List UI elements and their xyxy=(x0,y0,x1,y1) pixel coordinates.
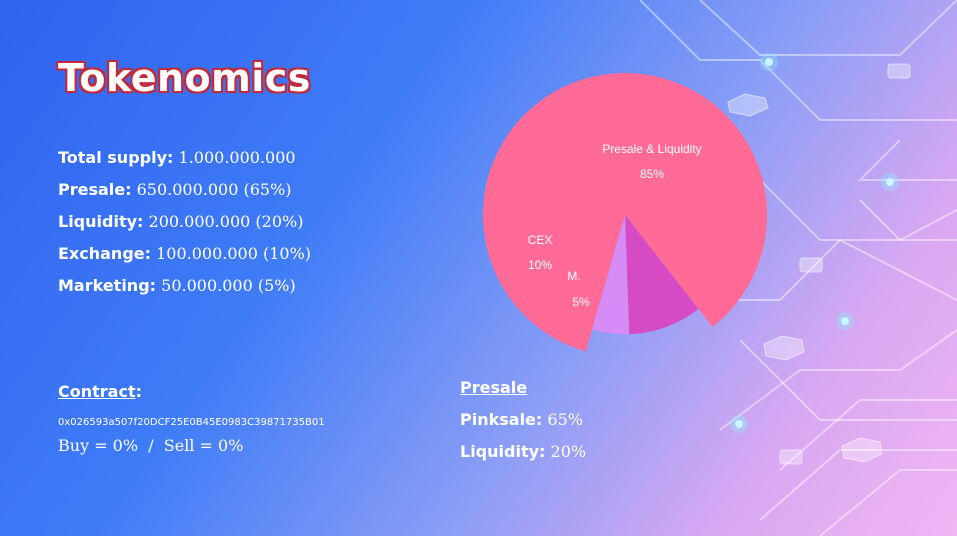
tax-info: Buy = 0% / Sell = 0% xyxy=(58,436,244,455)
pie-slice-presale-liquidity xyxy=(483,73,767,352)
slice-label-marketing: M. xyxy=(567,269,580,283)
presale-row-value: 20% xyxy=(550,442,587,461)
pie-slices xyxy=(483,73,767,352)
stat-liquidity: Liquidity: 200.000.000 (20%) xyxy=(58,210,311,242)
presale-heading: Presale xyxy=(460,378,528,397)
contract-section: Contract: 0x026593a507f20DCF25E0B45E0983… xyxy=(58,382,325,455)
stat-value: 650.000.000 (65%) xyxy=(136,180,292,199)
contract-address[interactable]: 0x026593a507f20DCF25E0B45E0983C39871735B… xyxy=(58,417,325,428)
stat-value: 200.000.000 (20%) xyxy=(148,212,304,231)
contract-label: Contract xyxy=(58,382,136,401)
slice-value-cex: 10% xyxy=(528,258,552,272)
slice-value-presale-liquidity: 85% xyxy=(640,167,664,181)
pie-labels: Presale & Liquidity 85% CEX 10% M. 5% xyxy=(528,142,702,309)
presale-section: Presale Pinksale: 65% Liquidity: 20% xyxy=(460,376,586,472)
stat-label: Presale: xyxy=(58,180,132,199)
stat-total-supply: Total supply: 1.000.000.000 xyxy=(58,146,311,178)
pie-slice-cex xyxy=(625,215,699,335)
slice-value-marketing: 5% xyxy=(572,295,590,309)
supply-stats: Total supply: 1.000.000.000 Presale: 650… xyxy=(58,146,311,306)
presale-row-pinksale: Pinksale: 65% xyxy=(460,408,586,440)
slice-label-cex: CEX xyxy=(528,233,553,247)
presale-row-label: Liquidity: xyxy=(460,442,546,461)
slice-label-presale-liquidity: Presale & Liquidity xyxy=(602,142,701,156)
stat-exchange: Exchange: 100.000.000 (10%) xyxy=(58,242,311,274)
stat-label: Marketing: xyxy=(58,276,157,295)
page-title: Tokenomics xyxy=(58,56,311,100)
presale-row-label: Pinksale: xyxy=(460,410,543,429)
presale-row-value: 65% xyxy=(547,410,583,429)
stat-label: Exchange: xyxy=(58,244,152,263)
stat-presale: Presale: 650.000.000 (65%) xyxy=(58,178,311,210)
stat-label: Liquidity: xyxy=(58,212,144,231)
stat-value: 50.000.000 (5%) xyxy=(161,276,296,295)
stat-label: Total supply: xyxy=(58,148,174,167)
pie-slice-m xyxy=(592,215,630,335)
tokenomics-pie-chart: Presale & Liquidity 85% CEX 10% M. 5% xyxy=(483,73,767,352)
contract-colon: : xyxy=(135,382,142,401)
stat-marketing: Marketing: 50.000.000 (5%) xyxy=(58,274,311,306)
contract-heading: Contract: xyxy=(58,382,325,401)
stat-value: 100.000.000 (10%) xyxy=(156,244,312,263)
presale-row-liquidity: Liquidity: 20% xyxy=(460,440,586,472)
stat-value: 1.000.000.000 xyxy=(178,148,296,167)
